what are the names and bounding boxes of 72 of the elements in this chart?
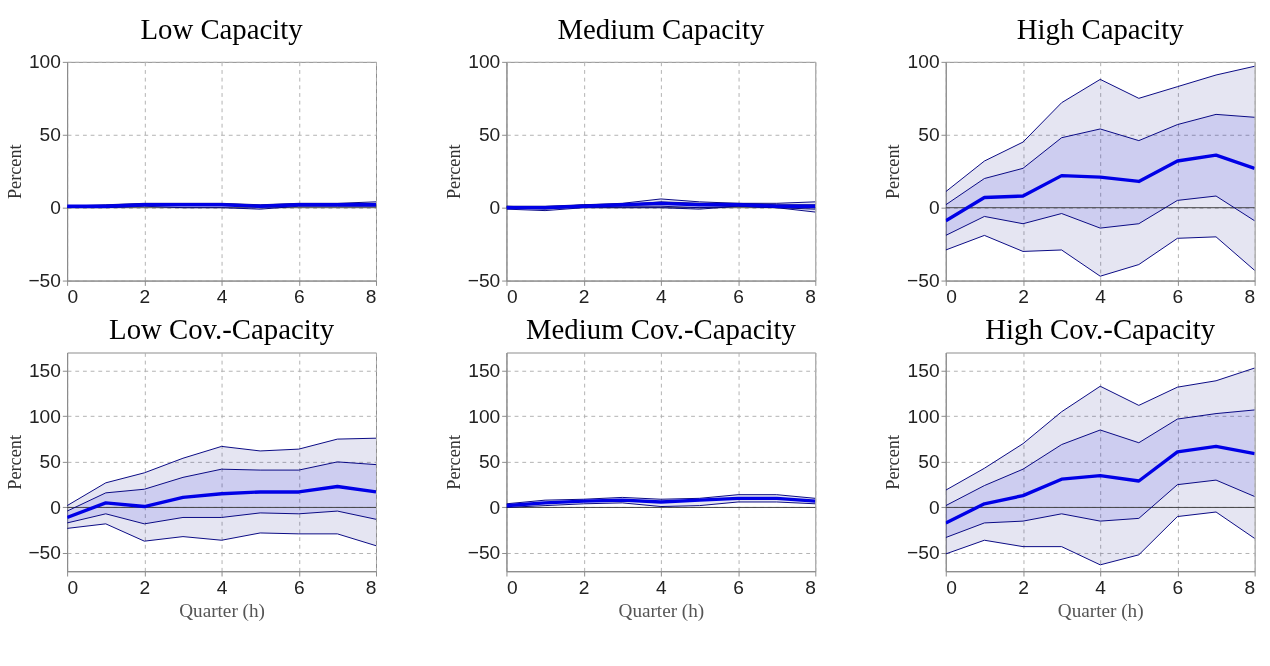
- chart-title: High Cov.-Capacity: [985, 313, 1216, 346]
- y-tick-label: 50: [918, 124, 940, 146]
- x-axis-title: Quarter (h): [179, 599, 265, 622]
- y-tick-label: 100: [468, 405, 501, 427]
- x-tick-label: 8: [805, 576, 816, 598]
- x-tick-label: 6: [293, 576, 305, 598]
- y-tick-label: 0: [50, 196, 61, 218]
- y-tick-label: 100: [28, 405, 61, 427]
- x-tick-label: 6: [733, 576, 744, 598]
- x-tick-label: 4: [216, 286, 228, 308]
- x-tick-label: 0: [946, 286, 957, 308]
- y-tick-label: 150: [907, 359, 940, 381]
- y-tick-label: −50: [907, 542, 940, 564]
- x-tick-label: 4: [656, 286, 668, 308]
- y-axis-title: Percent: [883, 435, 904, 490]
- x-tick-label: 4: [216, 576, 228, 598]
- x-tick-label: 8: [365, 286, 377, 308]
- x-tick-label: 8: [1244, 576, 1256, 598]
- y-tick-label: 100: [907, 405, 940, 427]
- x-tick-label: 2: [578, 576, 590, 598]
- y-tick-label: −50: [28, 542, 61, 564]
- y-tick-label: 0: [489, 196, 501, 218]
- chart-title: Medium Capacity: [557, 12, 765, 45]
- x-tick-label: 0: [946, 576, 957, 598]
- x-tick-label: 2: [578, 286, 590, 308]
- y-tick-label: −50: [907, 269, 940, 291]
- y-axis-title: Percent: [444, 435, 465, 490]
- x-tick-label: 6: [1172, 576, 1184, 598]
- y-tick-label: −50: [467, 542, 501, 564]
- x-tick-label: 0: [506, 286, 518, 308]
- x-tick-label: 2: [1018, 286, 1029, 308]
- x-axis-title: Quarter (h): [1057, 599, 1144, 622]
- x-tick-label: 2: [1018, 576, 1029, 598]
- y-tick-label: 0: [928, 496, 940, 518]
- y-axis-title: Percent: [4, 435, 25, 490]
- y-tick-label: −50: [467, 269, 501, 291]
- chart-title: Low Capacity: [140, 12, 304, 45]
- x-tick-label: 8: [1244, 286, 1256, 308]
- y-axis-title: Percent: [444, 144, 465, 200]
- y-tick-label: −50: [28, 269, 61, 291]
- y-axis-title: Percent: [883, 144, 904, 200]
- x-tick-label: 4: [656, 576, 668, 598]
- y-tick-label: 0: [489, 496, 501, 518]
- chart-title: Low Cov.-Capacity: [109, 313, 335, 346]
- y-tick-label: 100: [468, 51, 501, 73]
- y-tick-label: 50: [478, 124, 501, 146]
- y-tick-label: 100: [907, 51, 940, 73]
- x-axis-title: Quarter (h): [618, 599, 705, 622]
- x-tick-label: 8: [805, 286, 816, 308]
- y-tick-label: 0: [50, 496, 61, 518]
- y-tick-label: 0: [928, 196, 940, 218]
- y-tick-label: 150: [468, 359, 501, 381]
- y-tick-label: 50: [39, 451, 61, 473]
- x-tick-label: 0: [67, 576, 79, 598]
- chart-title: High Capacity: [1016, 12, 1185, 45]
- x-tick-label: 4: [1095, 286, 1107, 308]
- x-tick-label: 0: [67, 286, 79, 308]
- y-tick-label: 50: [39, 124, 61, 146]
- x-tick-label: 2: [139, 576, 151, 598]
- x-tick-label: 2: [139, 286, 151, 308]
- x-tick-label: 4: [1095, 576, 1107, 598]
- x-tick-label: 6: [733, 286, 744, 308]
- y-tick-label: 100: [28, 51, 61, 73]
- x-tick-label: 0: [506, 576, 518, 598]
- y-tick-label: 150: [28, 359, 61, 381]
- x-tick-label: 6: [293, 286, 305, 308]
- x-tick-label: 6: [1172, 286, 1184, 308]
- y-axis-title: Percent: [4, 144, 25, 200]
- chart-title: Medium Cov.-Capacity: [526, 313, 797, 346]
- x-tick-label: 8: [365, 576, 377, 598]
- y-tick-label: 50: [478, 451, 501, 473]
- y-tick-label: 50: [918, 451, 940, 473]
